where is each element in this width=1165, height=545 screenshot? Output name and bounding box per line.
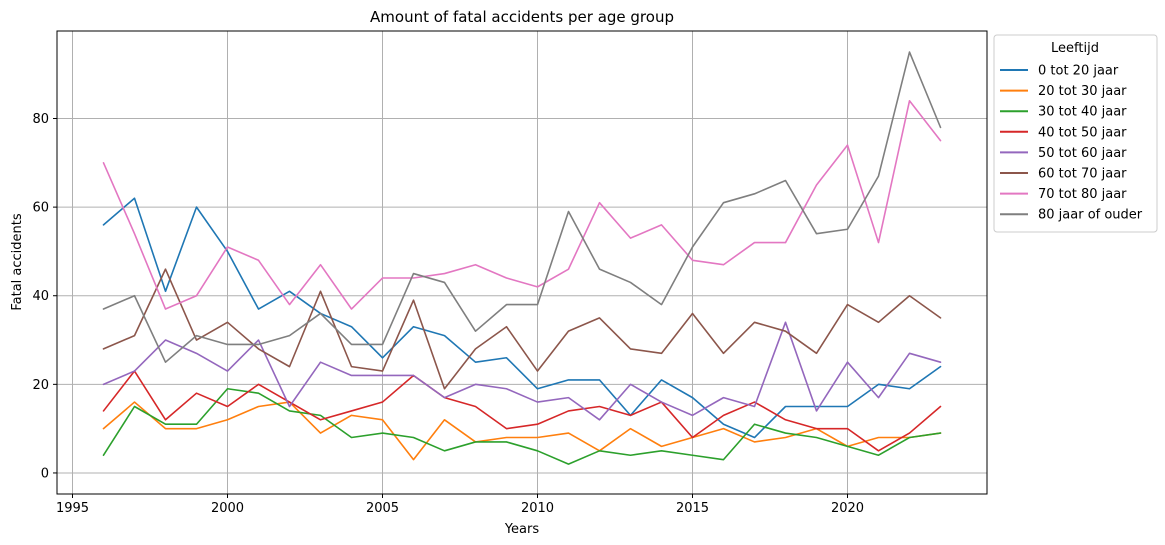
x-tick-label: 2015 [676,501,709,516]
x-tick-label: 1995 [56,501,89,516]
y-tick-label: 0 [41,466,49,481]
series-lines [102,51,942,465]
series-line-5 [102,321,942,421]
legend-frame [993,34,1158,233]
legend: Leeftijd 0 tot 20 jaar 20 tot 30 jaar 30 t… [993,34,1158,233]
y-tick-label: 80 [32,112,49,127]
legend-item: 30 tot 40 jaar [1000,105,1127,120]
chart-title: Amount of fatal accidents per age group [370,8,674,26]
plot-frame [56,30,988,495]
legend-label: 60 tot 70 jaar [1038,167,1127,182]
series-line-2 [102,401,942,461]
x-tick-label: 2005 [366,501,399,516]
x-axis-ticks: 1995 2000 2005 2010 2015 2020 [56,494,864,516]
y-tick-label: 20 [32,378,49,393]
series-line-1 [102,197,942,439]
series-line-4 [102,370,942,452]
legend-item: 80 jaar of ouder [1000,208,1143,223]
series-line-3 [102,387,942,465]
legend-item: 20 tot 30 jaar [1000,84,1127,99]
legend-label: 50 tot 60 jaar [1038,146,1127,161]
legend-item: 50 tot 60 jaar [1000,146,1127,161]
y-axis-ticks: 0 20 40 60 80 [32,112,57,481]
x-tick-label: 2000 [211,501,244,516]
legend-label: 20 tot 30 jaar [1038,84,1127,99]
grid-lines [57,31,987,494]
legend-label: 30 tot 40 jaar [1038,105,1127,120]
legend-label: 80 jaar of ouder [1038,208,1143,223]
series-line-7 [102,99,942,310]
legend-label: 70 tot 80 jaar [1038,187,1127,202]
y-tick-label: 40 [32,289,49,304]
legend-title: Leeftijd [1051,41,1099,56]
legend-label: 0 tot 20 jaar [1038,64,1119,79]
legend-item: 0 tot 20 jaar [1000,64,1119,79]
legend-item: 70 tot 80 jaar [1000,187,1127,202]
x-tick-label: 2010 [521,501,554,516]
x-axis-label: Years [504,522,540,537]
legend-label: 40 tot 50 jaar [1038,125,1127,140]
legend-item: 60 tot 70 jaar [1000,167,1127,182]
y-axis-label: Fatal accidents [10,213,25,311]
y-tick-label: 60 [32,201,49,216]
x-tick-label: 2020 [831,501,864,516]
legend-item: 40 tot 50 jaar [1000,125,1127,140]
series-line-6 [102,268,942,390]
series-line-8 [102,51,942,363]
